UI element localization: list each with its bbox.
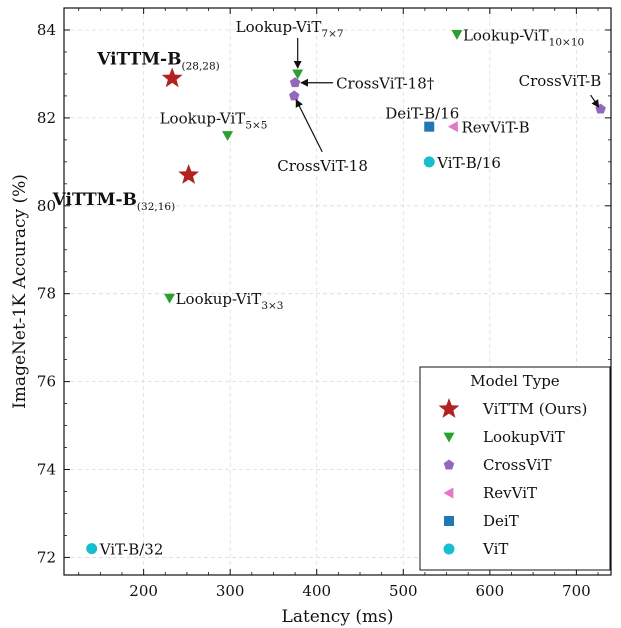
data-point-lookupvit: [222, 131, 234, 141]
point-label-main: Lookup-ViT: [160, 109, 246, 127]
x-tick-label: 400: [302, 582, 331, 600]
point-label: ViT-B/16: [436, 154, 501, 172]
legend-marker-deit: [444, 516, 454, 526]
y-tick-label: 82: [37, 109, 56, 127]
data-point-crossvit: [288, 90, 300, 101]
legend-label: ViT: [482, 540, 508, 558]
y-tick-label: 84: [37, 21, 56, 39]
data-point-vit: [86, 543, 98, 555]
legend-label: DeiT: [483, 512, 519, 530]
legend: Model Type ViTTM (Ours) LookupViT CrossViT R…: [419, 366, 611, 571]
point-label: DeiT-B/16: [385, 105, 459, 123]
data-point-deit: [424, 121, 435, 132]
point-label-main: CrossViT-18: [277, 157, 368, 175]
point-label-main: CrossViT-B: [519, 72, 602, 90]
legend-label: ViTTM (Ours): [482, 400, 587, 418]
axes: 200 300 400 500 600 700 72 74 76 78 80 82 84 Latency …: [10, 7, 612, 627]
point-label: Lookup-ViT5×5: [160, 109, 268, 131]
point-label-subscript: 7×7: [321, 28, 343, 40]
x-tick-label: 600: [476, 582, 505, 600]
y-axis-title: ImageNet-1K Accuracy (%): [10, 174, 30, 409]
x-tick-label: 300: [216, 582, 245, 600]
x-tick-label: 700: [562, 582, 591, 600]
data-point-crossvit: [289, 77, 301, 88]
legend-marker-vit: [443, 543, 455, 555]
legend-marker-vittm-ours-: [438, 398, 460, 418]
point-label: ViT-B/32: [99, 541, 164, 559]
point-label: CrossViT-18†: [336, 75, 435, 93]
annotation-arrow: [590, 94, 600, 108]
plot-frame: [63, 7, 612, 576]
point-label-subscript: 10×10: [549, 36, 585, 48]
data-point-vit: [423, 156, 435, 168]
point-label: Lookup-ViT7×7: [236, 18, 344, 40]
point-label-subscript: (28,28): [181, 60, 219, 72]
point-label-main: CrossViT-18†: [336, 75, 435, 93]
x-tick-label: 500: [389, 582, 418, 600]
data-point-lookupvit: [292, 69, 304, 80]
point-label-main: ViTTM-B: [96, 49, 181, 69]
point-label: ViTTM-B(32,16): [52, 190, 176, 213]
x-axis-title: Latency (ms): [282, 607, 394, 627]
point-label: RevViT-B: [461, 119, 529, 137]
point-label-subscript: (32,16): [137, 201, 175, 213]
point-label: CrossViT-18: [277, 157, 368, 175]
point-label-main: Lookup-ViT: [463, 26, 549, 44]
point-label: CrossViT-B: [519, 72, 602, 90]
grid: [64, 8, 611, 575]
point-label-main: ViT-B/32: [99, 541, 164, 559]
point-label-main: ViTTM-B: [52, 190, 137, 210]
point-label: Lookup-ViT10×10: [463, 26, 584, 48]
annotations: ViTTM-B(28,28)ViTTM-B(32,16)Lookup-ViT7×…: [52, 18, 602, 559]
legend-title: Model Type: [470, 372, 560, 390]
y-tick-label: 76: [37, 373, 56, 391]
y-tick-label: 80: [37, 197, 56, 215]
point-label-main: RevViT-B: [461, 119, 529, 137]
annotation-arrow: [295, 99, 323, 153]
data-point-vittm-ours-: [161, 67, 183, 88]
point-label-main: ViT-B/16: [436, 154, 501, 172]
data-point-lookupvit: [164, 293, 176, 304]
y-tick-label: 72: [37, 548, 56, 566]
legend-marker-crossvit: [443, 459, 455, 470]
data-point-revvit: [447, 121, 458, 133]
data-point-vittm-ours-: [178, 164, 200, 184]
point-label-main: Lookup-ViT: [176, 290, 262, 308]
legend-label: LookupViT: [483, 428, 565, 446]
legend-label: CrossViT: [483, 456, 551, 474]
point-label-subscript: 5×5: [245, 119, 267, 131]
point-label: Lookup-ViT3×3: [176, 290, 284, 312]
legend-marker-lookupvit: [443, 432, 455, 443]
y-tick-label: 78: [37, 285, 56, 303]
point-label-subscript: 3×3: [261, 300, 283, 312]
data-point-lookupvit: [451, 29, 463, 40]
point-label-main: DeiT-B/16: [385, 105, 459, 123]
point-label-main: Lookup-ViT: [236, 18, 322, 36]
point-label: ViTTM-B(28,28): [96, 49, 220, 72]
x-tick-label: 200: [129, 582, 158, 600]
legend-label: RevViT: [483, 484, 537, 502]
legend-marker-revvit: [443, 487, 454, 499]
y-tick-label: 74: [37, 461, 56, 479]
